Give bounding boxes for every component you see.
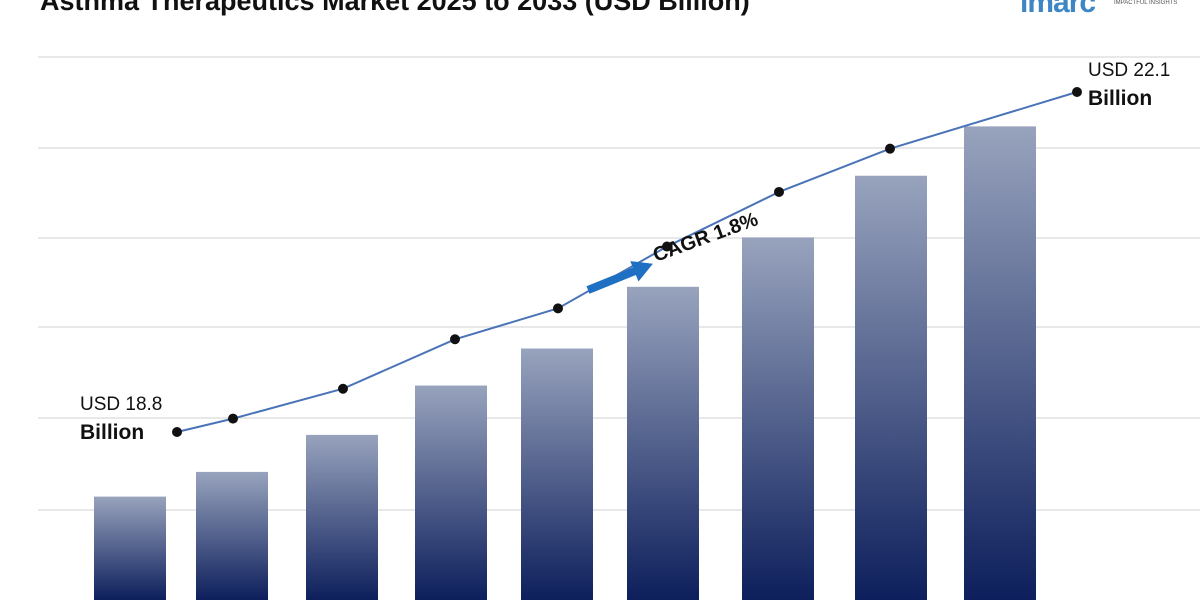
cagr-arrow	[586, 261, 653, 294]
bar-9	[964, 126, 1036, 600]
imarc-logo: imarc IMPACTFUL INSIGHTS	[1020, 0, 1200, 19]
trend-point-1	[172, 427, 182, 437]
bar-5	[521, 348, 593, 600]
bars	[94, 126, 1036, 600]
bar-2	[196, 471, 268, 600]
trend-point-8	[885, 143, 895, 154]
trend-point-9	[1072, 87, 1082, 97]
logo-brand: imarc	[1020, 0, 1096, 19]
trend-point-5	[553, 303, 563, 314]
start-value-label-line1: USD 18.8	[80, 394, 162, 415]
end-value-label-line2: Billion	[1088, 87, 1152, 110]
trend-point-6	[662, 241, 672, 252]
arrow-right-icon	[586, 261, 653, 294]
trend-point-3	[338, 383, 348, 394]
bar-6	[627, 286, 699, 600]
bar-1	[94, 496, 166, 600]
bar-4	[415, 385, 487, 600]
bar-7	[742, 237, 814, 600]
bar-8	[855, 175, 927, 600]
chart-title: Asthma Therapeutics Market 2025 to 2033 …	[40, 0, 750, 16]
start-value-label-line2: Billion	[80, 421, 144, 444]
trend-point-7	[774, 186, 784, 197]
end-value-label-line1: USD 22.1	[1088, 60, 1170, 81]
trend-point-2	[228, 413, 238, 424]
logo-tagline: IMPACTFUL INSIGHTS	[1114, 0, 1178, 6]
trend-markers	[172, 87, 1082, 437]
trend-point-4	[450, 334, 460, 345]
bar-3	[306, 434, 378, 600]
